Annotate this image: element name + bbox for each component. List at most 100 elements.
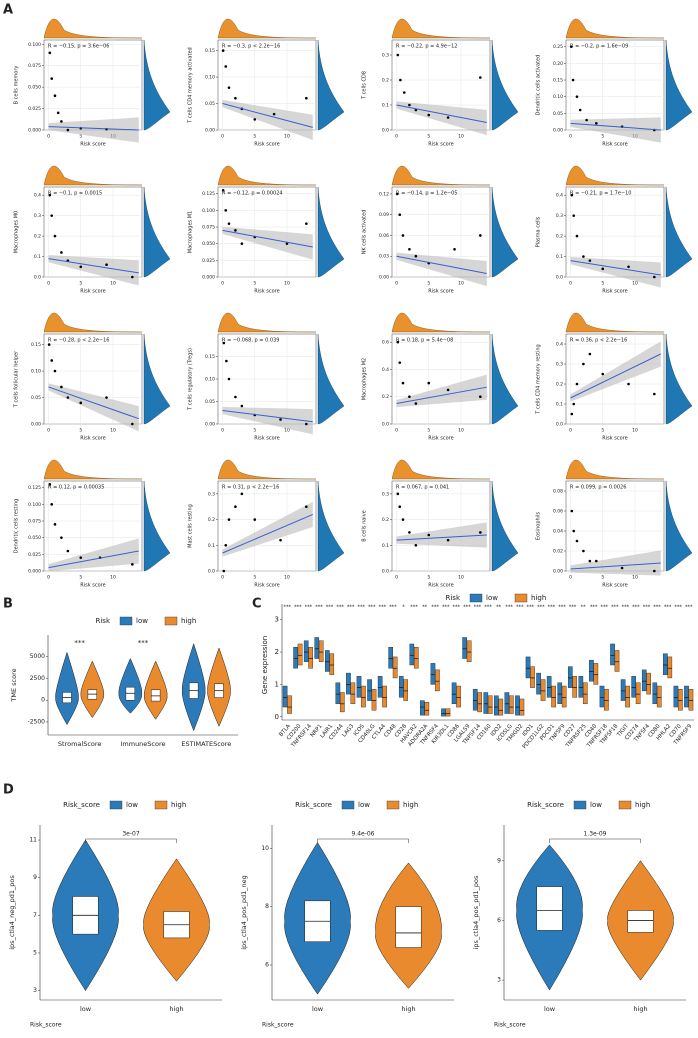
box [589,659,594,682]
box [582,682,588,705]
x-tick-label: 10 [284,575,290,581]
point [79,556,83,559]
x-tick-label: 0 [47,428,50,434]
y-axis-label: Macrophages M0 [14,211,20,253]
box [599,685,605,708]
point [227,377,231,381]
top-density [391,312,491,333]
annotation: R = −0.1, p = 0.0015 [48,191,102,197]
y-tick-label: 0.12 [379,191,389,197]
box [435,669,440,692]
significance: *** [484,605,492,611]
point [131,275,134,279]
top-density [565,18,665,39]
p-value: 1.3e-09 [583,831,606,838]
significance: ** [496,605,502,611]
y-tick-label: 0.3 [34,213,41,219]
right-density [143,333,171,425]
point [582,362,585,366]
box [477,692,482,713]
point [253,518,257,521]
legend-title: Risk_score [295,801,332,809]
fit-line [570,122,661,131]
point [572,529,576,533]
annotation: R = 0.31, p < 2.2e−16 [222,485,279,491]
significance: *** [664,605,672,611]
y-tick-label: 0.0 [556,275,563,281]
box [487,695,493,714]
x-tick-label: 5 [427,575,430,581]
significance: *** [389,605,397,611]
y-tick-label: 0.00 [553,569,563,575]
box [314,637,320,659]
annotation: R = −0.15, p = 3.6e−06 [48,44,109,50]
legend-swatch [514,593,528,603]
y-tick-label: 0.125 [28,485,41,491]
legend-swatch [386,800,400,810]
box [340,692,345,713]
point [222,341,226,345]
x-tick-label: 5 [253,281,256,287]
point [653,275,656,279]
x-axis-label: Risk score [254,436,279,442]
x-tick-label: 0 [47,134,50,140]
box [403,679,409,701]
point [570,412,574,416]
x-tick-label: 10 [284,428,290,434]
significance: *** [368,605,376,611]
significance: *** [527,605,535,611]
annotation: R = 0.099, p = 0.0026 [570,485,626,491]
x-tick-label: 5 [601,134,604,140]
fit-line [396,386,487,405]
top-density [43,312,143,333]
x-tick-label: 0 [221,428,224,434]
y-tick-label: 0.05 [205,101,215,107]
y-tick-label: 0.075 [28,63,41,69]
legend-title: Risk [95,617,110,625]
box [525,656,531,679]
box [462,637,467,659]
point [402,91,406,94]
point [588,559,592,563]
y-tick-label: 0.10 [205,377,215,383]
y-axis-label: Macrophages M2 [362,358,368,400]
y-tick-label: 0.3 [208,491,215,497]
top-density [391,165,491,186]
significance: *** [653,605,661,611]
y-tick-label: 0.100 [28,502,41,508]
y-tick-label: 0.2 [382,517,389,523]
box [652,682,658,705]
x-tick-label: 10 [632,575,638,581]
x-axis-label: Risk score [428,583,453,589]
y-tick-label: 9 [497,857,501,864]
legend-swatch [164,616,178,626]
top-density [391,459,491,480]
y-axis-label: B cells memory [14,66,20,105]
y-tick-label: 0.15 [31,342,41,348]
y-tick-label: 0.05 [31,395,41,401]
point [627,265,630,269]
y-tick-label: 0.15 [553,78,563,84]
y-tick-label: 0.3 [382,53,389,59]
point [240,404,244,408]
y-tick-label: 0.0 [382,569,389,575]
box [504,692,510,714]
x-tick-label: 5 [601,575,604,581]
box [540,679,546,701]
box [377,676,383,698]
panel-label: A [3,3,13,18]
legend-label: low [358,801,370,809]
x-tick-label: low [544,1005,556,1013]
point [234,395,237,399]
y-tick-label: 0.000 [202,275,215,281]
significance: ** [422,605,428,611]
legend-title: Risk_score [63,801,100,809]
annotation: R = 0.12, p = 0.00035 [48,485,104,491]
box [656,685,662,708]
y-tick-label: 0.0 [556,422,563,428]
box [382,685,387,708]
y-tick-label: 0 [275,713,279,721]
significance: *** [463,605,471,611]
point [224,543,228,547]
fit-line [570,562,661,570]
